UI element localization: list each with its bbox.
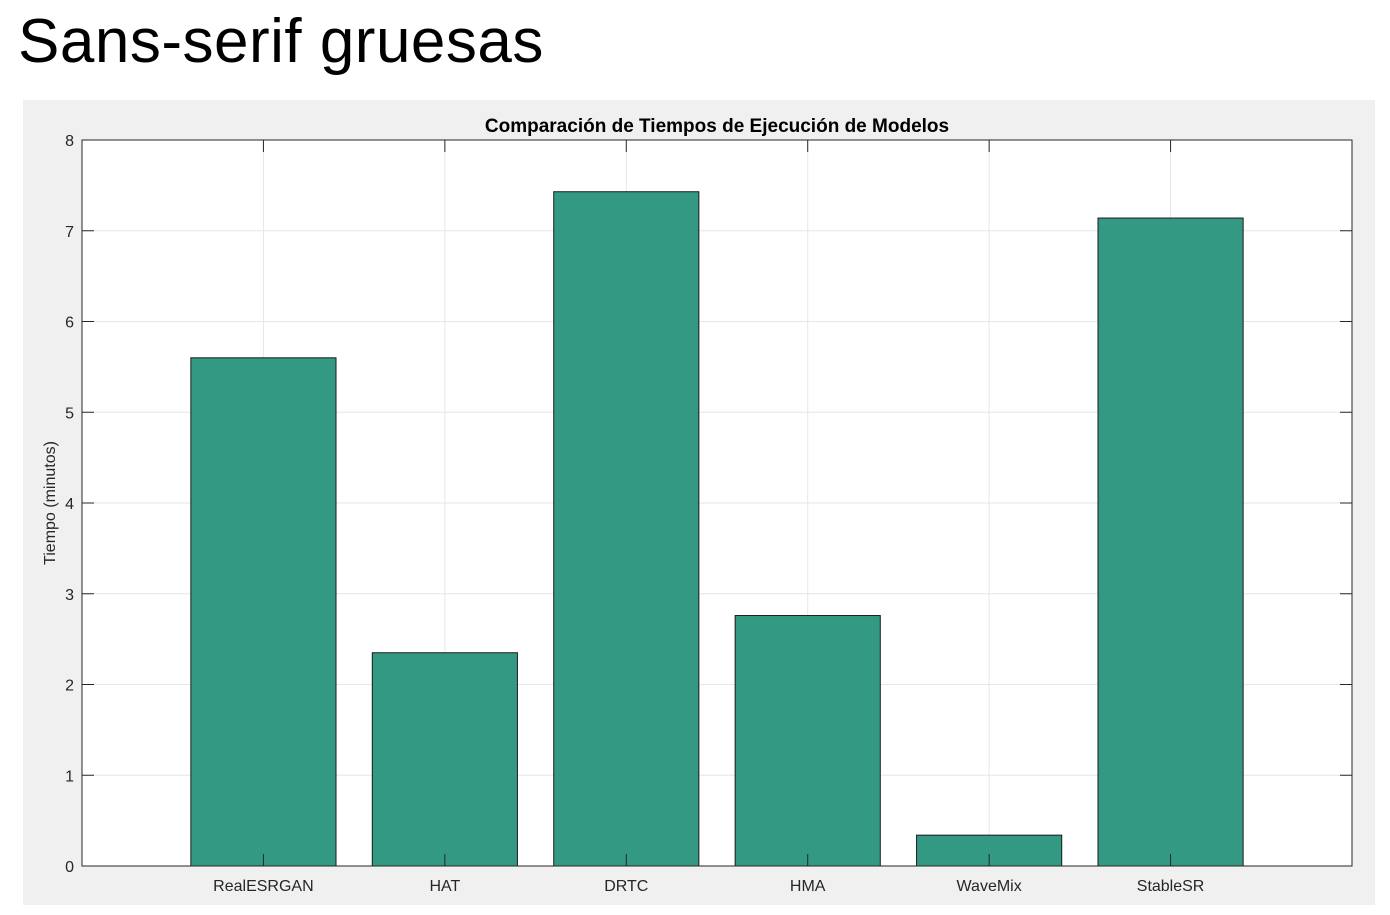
x-tick-label: RealESRGAN [213, 878, 313, 895]
y-tick-label: 8 [65, 133, 74, 150]
bar-hat [371, 652, 518, 867]
y-tick-label: 6 [65, 315, 74, 332]
y-tick-label: 3 [65, 587, 74, 604]
y-tick-label: 0 [65, 859, 74, 876]
bar-stablesr [1097, 217, 1244, 867]
x-tick-label: HMA [790, 878, 826, 895]
y-tick-label: 5 [65, 405, 74, 422]
x-tick-label: WaveMix [957, 878, 1022, 895]
y-axis-label: Tiempo (minutos) [42, 441, 59, 565]
y-tick-label: 7 [65, 224, 74, 241]
x-tick-label: DRTC [604, 878, 648, 895]
axes-frame [81, 139, 1353, 867]
chart-title: Comparación de Tiempos de Ejecución de M… [485, 116, 949, 137]
bar-drtc [553, 191, 700, 867]
x-tick-label: HAT [429, 878, 460, 895]
bar-realesrgan [190, 357, 337, 867]
bars [190, 191, 1244, 867]
y-tick-label: 4 [65, 496, 74, 513]
page-heading: Sans-serif gruesas [18, 7, 544, 76]
tick-labels: 0 1 2 3 4 5 6 7 8 RealESRGAN HAT DRTC HMA WaveMix Stab… [65, 133, 1204, 895]
y-tick-label: 1 [65, 768, 74, 785]
y-tick-label: 2 [65, 678, 74, 695]
x-tick-label: StableSR [1137, 878, 1205, 895]
bar-hma [734, 615, 881, 867]
